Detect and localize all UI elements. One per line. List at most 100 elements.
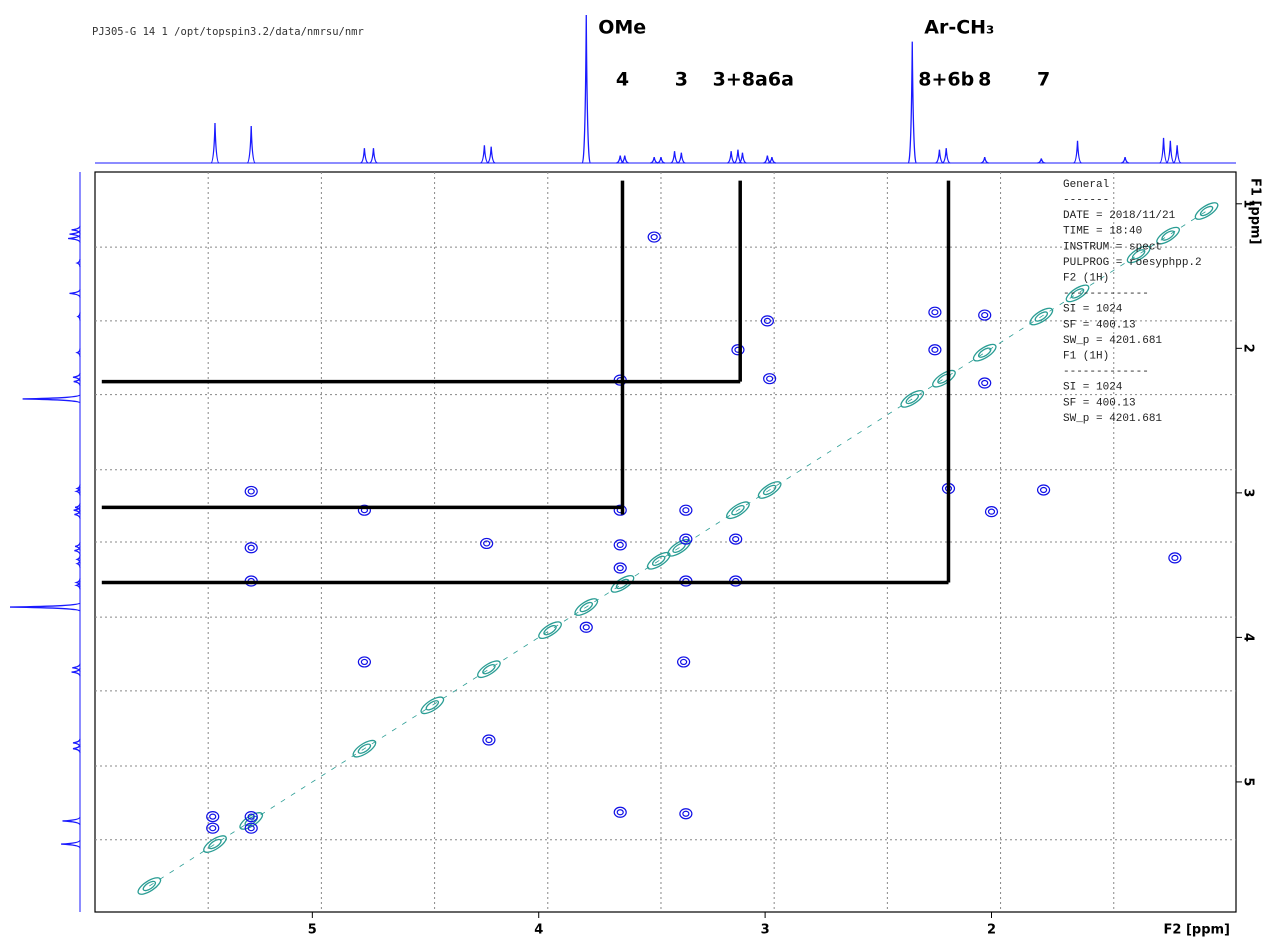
y-axis-label: F1 [ppm] [1248, 178, 1263, 245]
cross-peak [766, 375, 774, 382]
projection-peak [72, 738, 81, 747]
diagonal-peak [905, 393, 920, 405]
diagonal-peak [1029, 307, 1054, 326]
projection-peak [72, 373, 81, 382]
projection-peak [1172, 145, 1182, 164]
diagonal-peak [352, 739, 377, 758]
cross-peak [981, 311, 989, 319]
cross-peak [679, 533, 693, 545]
cross-peak [357, 504, 372, 516]
diagonal-peak [1161, 230, 1175, 241]
diagonal-peak [543, 624, 557, 636]
parameter-line: ------------- [1063, 288, 1149, 300]
projection-peak [74, 487, 81, 496]
diagonal-peak [731, 504, 745, 516]
cross-peak [613, 539, 627, 551]
cross-peak [981, 379, 989, 387]
cross-peak [579, 621, 593, 633]
cross-peak [247, 825, 255, 832]
cross-peak [682, 810, 690, 817]
cross-peak [357, 656, 372, 668]
parameter-line: TIME = 18:40 [1063, 226, 1142, 238]
diagonal-peak [137, 877, 162, 895]
parameter-line: General [1063, 179, 1109, 191]
diagonal-peak [420, 696, 445, 715]
cross-peak [485, 736, 493, 744]
cross-peak [244, 485, 258, 498]
diagonal-peak [357, 743, 372, 754]
cross-peak [616, 541, 624, 548]
projection-peak [1073, 140, 1082, 164]
projection-peak [71, 225, 81, 234]
cross-peak [682, 507, 690, 514]
projection-peak [360, 148, 369, 164]
projection-peak [61, 839, 81, 849]
peak-label: 3+8a [713, 69, 768, 91]
diagonal-peak [1065, 284, 1090, 303]
projection-peak [73, 506, 81, 515]
projection-peak [1037, 158, 1046, 164]
cross-peak [729, 533, 743, 545]
projection-peak [74, 503, 81, 512]
projection-peak [74, 542, 81, 551]
diagonal-peak [203, 835, 227, 853]
cross-peak [360, 658, 369, 666]
diagonal-peak [667, 538, 691, 557]
parameter-line: SI = 1024 [1063, 382, 1123, 394]
projection-peak [670, 151, 679, 164]
projection-peak [76, 312, 81, 321]
diagonal-peak [1156, 226, 1180, 245]
projection-peak [1166, 140, 1175, 164]
projection-peak [980, 156, 989, 164]
diagonal-trace [149, 210, 1207, 887]
diagonal-peak [646, 551, 671, 570]
diagonal-peak [1034, 311, 1049, 322]
parameter-line: SI = 1024 [1063, 304, 1123, 316]
diagonal-peak [208, 838, 222, 850]
cross-peak [613, 806, 627, 818]
projection-peak [9, 602, 81, 612]
cross-peak [247, 813, 255, 820]
projection-peak [677, 152, 686, 164]
diagonal-peak [538, 621, 562, 640]
peak-label: 4 [616, 69, 629, 91]
diagonal-peak [1194, 202, 1219, 220]
cross-peak [731, 344, 745, 356]
diagonal-peak [726, 501, 750, 520]
cross-peak [209, 825, 217, 832]
diagonal-peak [579, 601, 594, 613]
parameter-line: SW_p = 4201.681 [1063, 335, 1162, 347]
y-tick-label: 5 [1241, 777, 1256, 786]
x-tick-label: 5 [308, 923, 317, 938]
diagonal-peak [1199, 205, 1214, 217]
cross-peak [244, 811, 258, 823]
parameter-line: ------------- [1063, 366, 1149, 378]
peak-label: 3 [675, 69, 688, 91]
projection-peak [75, 259, 81, 268]
diagonal-peak [1131, 249, 1146, 260]
header: PJ305-G 14 1 /opt/topspin3.2/data/nmrsu/… [92, 26, 364, 38]
parameter-line: DATE = 2018/11/21 [1063, 210, 1176, 222]
cross-peak [244, 542, 258, 554]
y-tick-label: 2 [1241, 344, 1256, 353]
diagonal-peak [610, 575, 635, 593]
projection-peak [1120, 156, 1130, 164]
cross-peak [928, 306, 942, 318]
cross-peak [616, 809, 624, 816]
x-tick-label: 3 [761, 923, 770, 938]
cross-peak [247, 544, 255, 551]
cross-peak [763, 373, 777, 385]
diagonal-peak [651, 555, 666, 567]
diagonal-peak [900, 390, 925, 408]
parameter-line: SW_p = 4201.681 [1063, 413, 1162, 425]
diagonal-peak [142, 880, 157, 892]
cross-peak [677, 656, 691, 668]
parameter-line: F1 (1H) [1063, 351, 1109, 363]
parameter-line: INSTRUM = spect [1063, 241, 1162, 253]
x-tick-label: 2 [987, 923, 996, 938]
peak-label: 7 [1037, 69, 1050, 91]
cross-peak [763, 317, 771, 324]
diagonal-peak [932, 369, 956, 388]
cross-peak [613, 504, 627, 516]
projection-peak [907, 41, 917, 164]
